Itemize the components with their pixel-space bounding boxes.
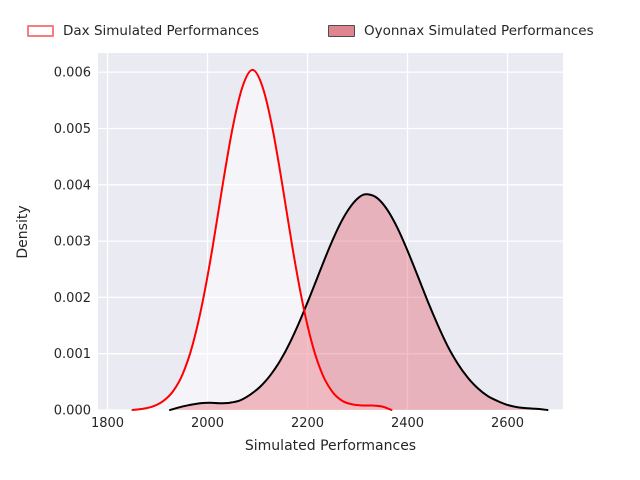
x-axis-label: Simulated Performances [244, 438, 417, 454]
y-tick-label: 0.005 [54, 122, 91, 137]
x-tick-label: 2400 [391, 416, 424, 431]
x-tick-label: 2000 [191, 416, 224, 431]
series-oyonnax-line [169, 193, 549, 411]
y-tick-label: 0.000 [54, 404, 91, 419]
x-tick-label: 1800 [91, 416, 124, 431]
oyonnax-legend-swatch [328, 25, 355, 37]
legend-item-oyonnax: Oyonnax Simulated Performances [328, 22, 594, 40]
legend-label-oyonnax: Oyonnax Simulated Performances [364, 23, 594, 39]
y-tick-label: 0.004 [54, 178, 91, 193]
y-tick-label: 0.002 [54, 291, 91, 306]
y-tick-label: 0.003 [54, 235, 91, 250]
series-dax-line [131, 68, 393, 411]
y-axis-label: Density [15, 205, 31, 259]
x-tick-label: 2200 [291, 416, 324, 431]
y-tick-label: 0.006 [54, 66, 91, 81]
series-dax-fill [132, 69, 392, 411]
x-tick-label: 2600 [491, 416, 524, 431]
y-tick-label: 0.001 [54, 347, 91, 362]
legend-item-dax: Dax Simulated Performances [27, 22, 259, 40]
legend-label-dax: Dax Simulated Performances [63, 23, 260, 39]
dax-legend-swatch [27, 25, 54, 37]
plot-background [98, 53, 563, 410]
series-oyonnax-fill [170, 194, 548, 410]
